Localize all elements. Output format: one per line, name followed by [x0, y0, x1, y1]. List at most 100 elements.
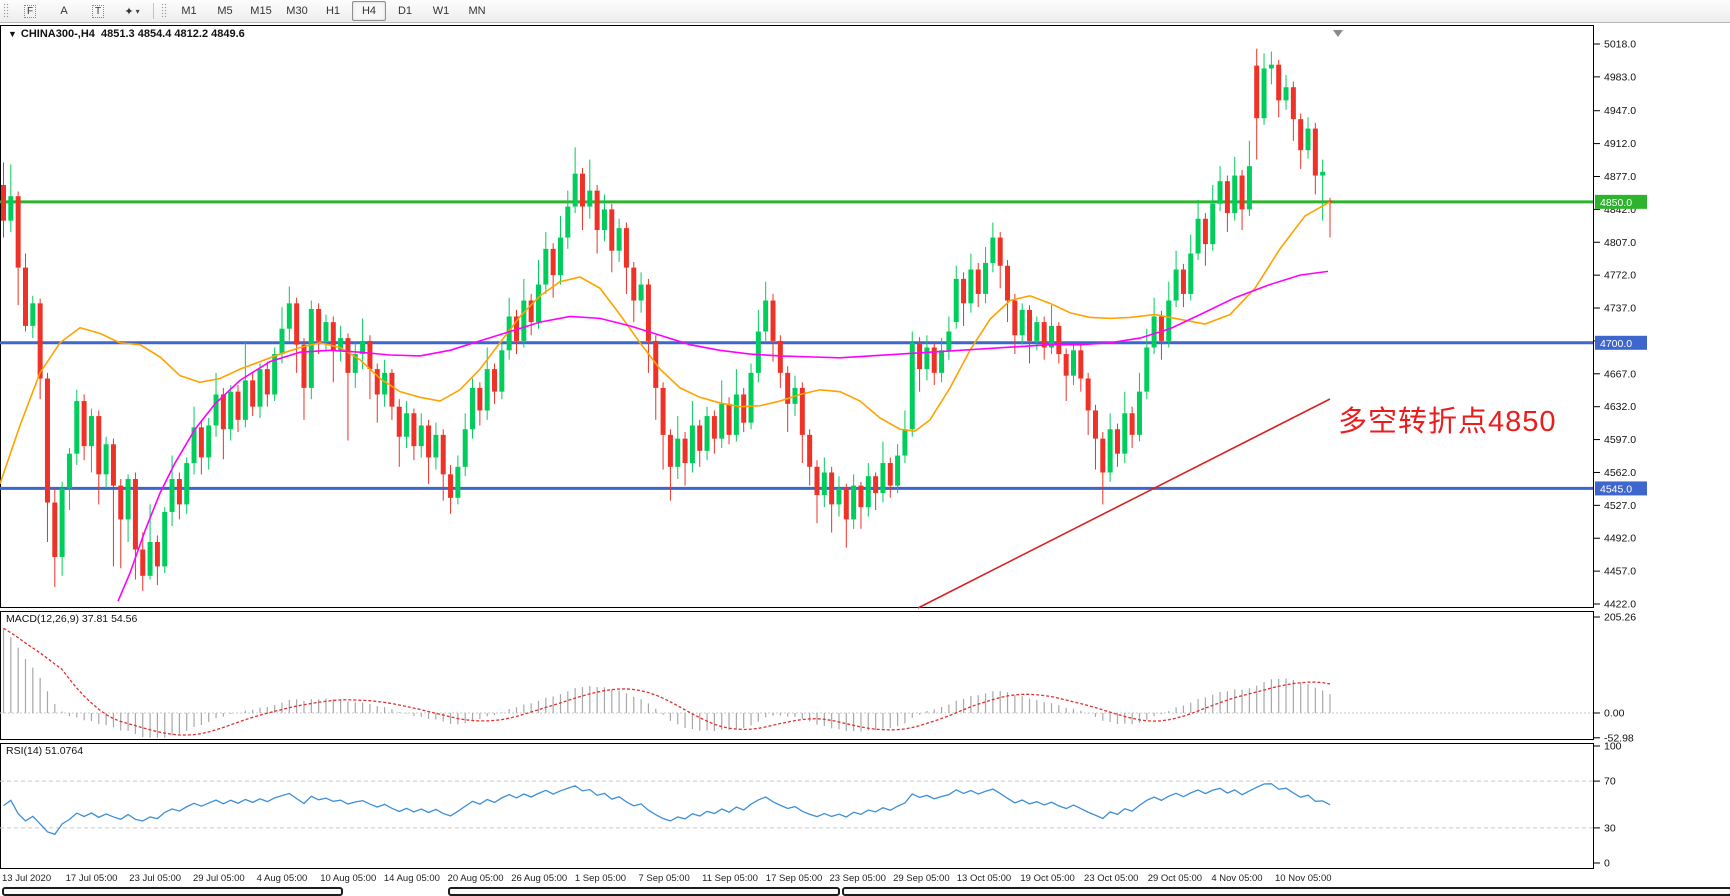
price-axis[interactable]: 5018.04983.04947.04912.04877.04842.04807…	[1594, 39, 1647, 611]
candle-body	[814, 466, 820, 496]
price-tick-label: 4877.0	[1604, 171, 1636, 183]
candle-body	[1056, 325, 1062, 355]
candle-body	[843, 488, 849, 520]
timeframe-mn-button[interactable]: MN	[468, 5, 486, 17]
rsi-panel[interactable]	[0, 743, 1594, 869]
candle-body	[1034, 322, 1040, 341]
symbol-dropdown-caret-icon[interactable]: ▼	[8, 29, 17, 39]
time-tick-label: 17 Sep 05:00	[766, 873, 823, 884]
price-badge-label: 4700.0	[1600, 338, 1632, 350]
candle-body	[829, 472, 835, 505]
candle-body	[411, 413, 417, 447]
candle-body	[15, 196, 21, 268]
candle-body	[946, 331, 952, 351]
candle-body	[1232, 175, 1238, 214]
candle-body	[601, 209, 607, 231]
candle-body	[1136, 391, 1142, 435]
main-panel[interactable]	[0, 25, 1594, 608]
time-axis[interactable]: 13 Jul 2020 17 Jul 05:00 23 Jul 05:00 29 Ju…	[2, 873, 1332, 884]
candle-body	[1254, 65, 1260, 119]
candle-body	[125, 479, 131, 520]
chart-grid-tool-icon[interactable]: F	[14, 1, 46, 21]
time-tick-label: 23 Sep 05:00	[829, 873, 886, 884]
candle-body	[873, 476, 879, 494]
candle-body	[953, 278, 959, 323]
candle-body	[623, 228, 629, 268]
status-strip-segment[interactable]	[448, 887, 840, 896]
ma-fast-orange-line[interactable]	[0, 201, 1331, 484]
candle-body	[294, 303, 300, 345]
timeframe-h4-button[interactable]: H4	[352, 1, 386, 21]
timeframe-m30-button[interactable]: M30	[286, 5, 308, 17]
candle-body	[1202, 218, 1208, 245]
price-tick-label: 5018.0	[1604, 39, 1636, 51]
status-strip-segment[interactable]	[2, 887, 343, 896]
macd-histogram	[2, 628, 1331, 738]
candle-body	[682, 438, 688, 464]
timeframe-m15-button[interactable]: M15	[250, 5, 272, 17]
candle-body	[455, 466, 461, 498]
candle-body	[360, 340, 366, 355]
ma-slow-magenta-line[interactable]	[117, 270, 1329, 602]
rsi-current-value: 51.0764	[45, 745, 84, 757]
rsi-tick-label: 100	[1604, 741, 1622, 753]
candle-body	[1268, 64, 1274, 69]
candle-body	[983, 262, 989, 294]
candle-body	[1195, 218, 1201, 254]
price-tick-label: 4457.0	[1604, 566, 1636, 578]
candle-body	[909, 342, 915, 430]
time-tick-label: 13 Jul 2020	[2, 873, 51, 884]
candle-body	[198, 427, 204, 458]
candle-body	[279, 328, 285, 355]
status-strip-segment[interactable]	[842, 887, 1730, 896]
toolbar-grip-handle[interactable]	[3, 3, 10, 19]
candle-body	[103, 444, 109, 475]
candle-body	[272, 354, 278, 395]
macd-axis: 205.26 0.00 -52.98	[1594, 612, 1636, 744]
candle-body	[719, 403, 725, 439]
chart-canvas[interactable]: 5018.04983.04947.04912.04877.04842.04807…	[0, 22, 1730, 888]
candle-body	[902, 429, 908, 456]
candle-body	[616, 228, 622, 251]
candle-body	[140, 549, 146, 576]
candle-body	[162, 511, 168, 567]
candle-body	[689, 425, 695, 464]
candle-body	[147, 541, 153, 576]
candle-body	[990, 237, 996, 263]
timeframe-m1-button[interactable]: M1	[181, 5, 197, 17]
timeframe-h1-button[interactable]: H1	[325, 5, 341, 17]
candle-body	[924, 347, 930, 370]
trendline[interactable]	[917, 398, 1331, 609]
candle-body	[777, 340, 783, 373]
price-tick-label: 4527.0	[1604, 500, 1636, 512]
price-tick-label: 4667.0	[1604, 368, 1636, 380]
timeframe-m5-button[interactable]: M5	[217, 5, 233, 17]
timeframe-d1-button[interactable]: D1	[397, 5, 413, 17]
chart-shift-marker[interactable]	[1333, 30, 1343, 37]
time-tick-label: 23 Oct 05:00	[1084, 873, 1138, 884]
candle-body	[1085, 378, 1091, 411]
candle-body	[968, 269, 974, 304]
cursor-tool-icon[interactable]: A	[48, 1, 80, 21]
price-tick-label: 4912.0	[1604, 138, 1636, 150]
candle-body	[1166, 300, 1172, 341]
rsi-axis: 100 70 30 0	[1594, 741, 1622, 870]
text-tool-icon[interactable]: T	[82, 1, 114, 21]
candle-body	[851, 485, 857, 520]
candle-body	[931, 347, 937, 373]
candle-body	[1173, 269, 1179, 301]
macd-panel[interactable]	[0, 611, 1594, 740]
candle-body	[426, 425, 432, 458]
candle-body	[37, 303, 43, 379]
candle-body	[1180, 269, 1186, 294]
chart-title[interactable]: ▼ CHINA300-,H4 4851.3 4854.4 4812.2 4849.…	[8, 28, 245, 40]
candle-body	[997, 237, 1003, 266]
objects-tool-icon[interactable]: ✦ ▾	[116, 1, 148, 21]
candle-body	[81, 401, 87, 447]
timeframe-w1-button[interactable]: W1	[432, 5, 450, 17]
candle-body	[59, 488, 65, 558]
candle-body	[880, 463, 886, 494]
pivot-annotation-text[interactable]: 多空转折点4850	[1338, 406, 1557, 438]
candle-body	[975, 269, 981, 294]
toolbar-grip-handle-2[interactable]	[161, 3, 168, 19]
